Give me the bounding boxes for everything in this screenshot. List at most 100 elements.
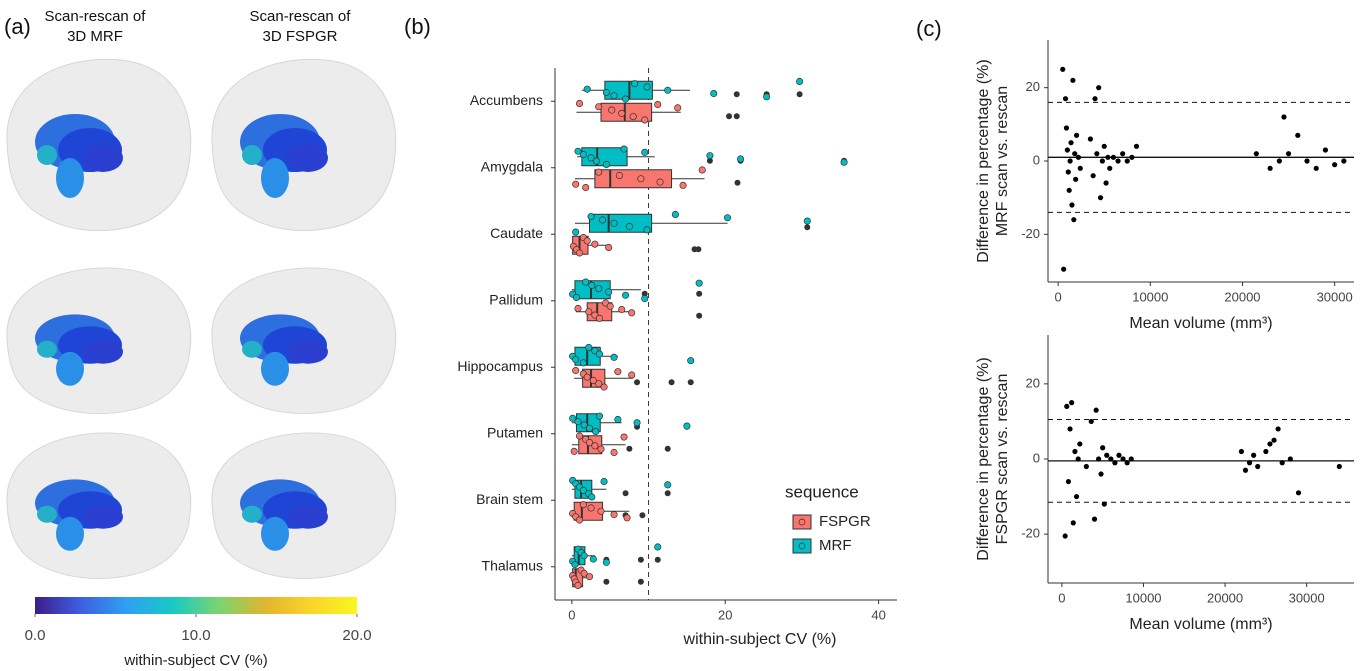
data-point	[1133, 143, 1140, 149]
column-title: Scan-rescan of	[45, 8, 147, 25]
data-point	[1077, 441, 1083, 447]
data-point	[641, 148, 649, 156]
data-point	[572, 366, 580, 375]
data-point	[592, 157, 600, 165]
data-point	[1070, 77, 1076, 83]
data-point	[610, 448, 618, 457]
data-point	[1255, 463, 1261, 470]
colorbar-tick-label: 20.0	[342, 627, 371, 644]
data-point	[602, 160, 610, 169]
data-point	[1100, 445, 1106, 451]
data-point	[1267, 165, 1273, 171]
data-point	[1279, 460, 1285, 466]
data-point	[1097, 195, 1104, 201]
brain-render	[211, 58, 397, 232]
data-point	[1096, 85, 1102, 91]
x-tick-label: 0	[1055, 289, 1062, 304]
data-point	[1063, 125, 1070, 131]
data-point	[1067, 426, 1073, 432]
data-point	[595, 412, 604, 420]
data-point	[1087, 136, 1093, 142]
data-point	[1128, 456, 1134, 462]
outlier	[695, 246, 702, 253]
data-point	[610, 353, 618, 361]
brain-render	[211, 267, 397, 415]
data-point	[643, 226, 651, 234]
data-point	[582, 278, 590, 286]
data-point	[579, 151, 587, 159]
x-tick-label: 20000	[1224, 289, 1260, 304]
legend-label: MRF	[819, 537, 852, 554]
y-tick-label: Caudate	[490, 225, 543, 241]
box	[589, 213, 653, 233]
y-tick-label: Pallidum	[489, 291, 543, 307]
data-point	[1099, 158, 1105, 164]
data-point	[575, 432, 584, 440]
data-point	[1064, 403, 1070, 409]
outlier	[687, 379, 694, 386]
data-point	[1098, 471, 1104, 477]
data-point	[1112, 460, 1118, 466]
data-point	[587, 213, 595, 221]
data-point	[587, 154, 595, 162]
y-tick-label: 0	[1033, 450, 1040, 465]
data-point	[620, 145, 628, 153]
x-tick-label: 30000	[1289, 590, 1325, 605]
data-point	[803, 217, 811, 225]
data-point	[1088, 418, 1094, 425]
data-point	[687, 357, 695, 365]
y-tick-label: 20	[1026, 375, 1040, 390]
data-point	[1238, 448, 1244, 455]
data-point	[597, 507, 605, 515]
outlier	[733, 91, 740, 98]
data-point	[1295, 132, 1301, 138]
data-point	[1107, 165, 1113, 171]
data-point	[796, 77, 804, 86]
data-point	[1103, 180, 1109, 186]
data-point	[1242, 467, 1249, 473]
data-point	[1065, 169, 1071, 175]
outlier	[637, 556, 644, 563]
legend-title: sequence	[785, 482, 859, 501]
data-point	[588, 281, 596, 289]
data-point	[585, 308, 593, 316]
y-tick-label: Brain stem	[476, 491, 543, 507]
data-point	[643, 83, 651, 91]
data-point	[1095, 456, 1102, 462]
data-point	[1271, 437, 1277, 443]
column-title: 3D FSPGR	[262, 28, 337, 45]
legend-key-dot	[798, 542, 806, 550]
outlier	[641, 290, 648, 297]
data-point	[1275, 426, 1281, 432]
outlier	[654, 556, 661, 563]
brain-render	[6, 267, 192, 415]
data-point	[683, 422, 691, 430]
data-point	[698, 166, 706, 174]
data-point	[641, 294, 649, 303]
data-point	[631, 80, 639, 88]
data-point	[1101, 501, 1107, 507]
y-axis-title: Difference in percentage (%)	[975, 59, 992, 262]
data-point	[589, 555, 597, 563]
outlier	[706, 157, 713, 164]
data-point	[588, 493, 596, 501]
outlier	[734, 179, 741, 186]
data-point	[723, 214, 732, 222]
data-point	[597, 445, 605, 453]
data-point	[1267, 441, 1273, 447]
outlier	[696, 290, 703, 297]
data-point	[654, 101, 662, 109]
data-point	[575, 99, 584, 108]
data-point	[575, 249, 584, 257]
x-axis-title: within-subject CV (%)	[683, 631, 837, 648]
data-point	[1104, 452, 1110, 458]
outlier	[634, 379, 641, 386]
data-point	[1060, 66, 1066, 72]
data-point	[1069, 202, 1075, 208]
data-point	[1075, 456, 1081, 462]
data-point	[606, 302, 614, 310]
data-point	[582, 184, 590, 192]
data-point	[583, 237, 591, 245]
